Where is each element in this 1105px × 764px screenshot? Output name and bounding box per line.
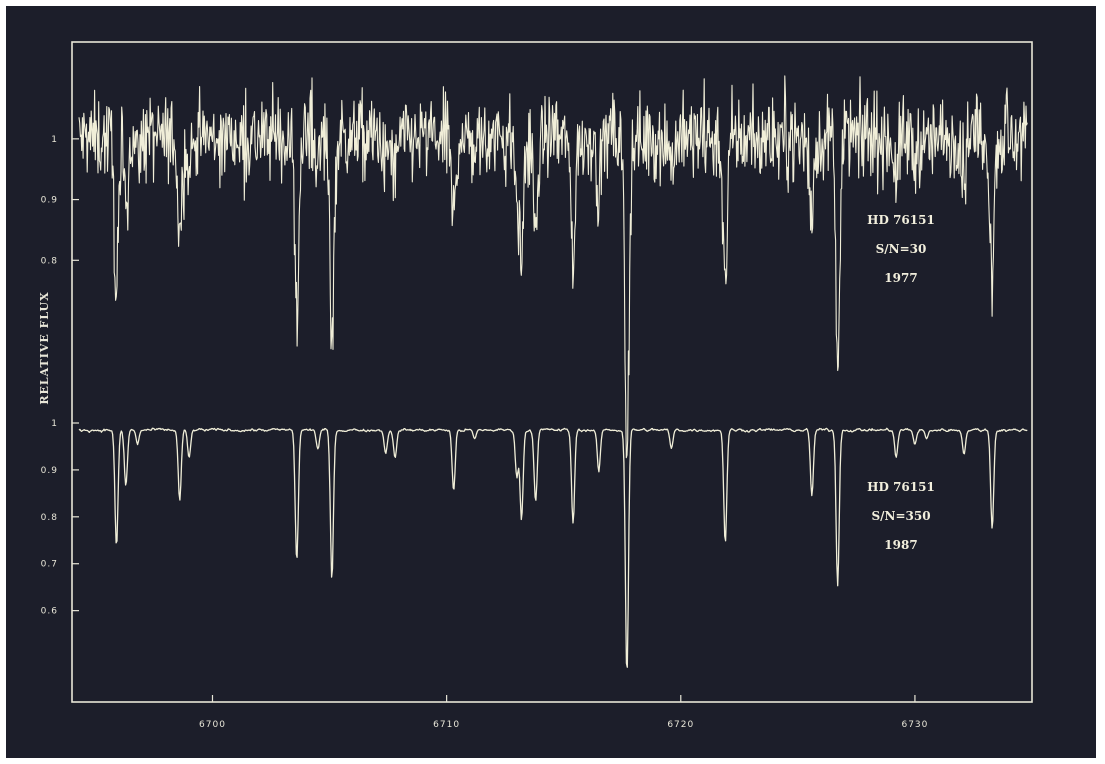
y-tick-label-lower: 0.8 — [41, 513, 58, 523]
spectra-group — [78, 75, 1028, 668]
y-tick-label-lower: 1 — [51, 419, 58, 429]
y-axis-ticks: 1 0.9 0.8 1 0.9 0.8 0.7 0.6 — [41, 135, 79, 617]
spectrum-figure: 6700 6710 6720 6730 1 0.9 0.8 1 0.9 0.8 0.7 0.6 RE… — [6, 6, 1096, 758]
annotation-upper-0: HD 76151 — [867, 213, 935, 227]
x-tick-label: 6710 — [433, 720, 460, 730]
y-tick-label-lower: 0.7 — [41, 560, 58, 570]
annotation-upper-2: 1977 — [884, 271, 917, 285]
spectrum-plot: 6700 6710 6720 6730 1 0.9 0.8 1 0.9 0.8 0.7 0.6 RE… — [38, 41, 1033, 730]
x-axis-ticks: 6700 6710 6720 6730 — [199, 695, 928, 730]
x-tick-label: 6730 — [901, 720, 928, 730]
annotation-lower-1: S/N=350 — [871, 509, 930, 523]
annotation-lower-2: 1987 — [884, 538, 917, 552]
y-tick-label-lower: 0.9 — [41, 466, 58, 476]
y-tick-label-lower: 0.6 — [41, 607, 58, 617]
spectrum-line-upper — [78, 75, 1028, 459]
y-tick-label-upper: 0.9 — [41, 196, 58, 206]
y-axis-label: RELATIVE FLUX — [38, 291, 51, 404]
annotation-upper-1: S/N=30 — [876, 242, 927, 256]
plot-frame — [71, 41, 1033, 703]
annotations-group: HD 76151 S/N=30 1977 HD 76151 S/N=350 1987 — [867, 213, 935, 552]
x-tick-label: 6720 — [667, 720, 694, 730]
y-tick-label-upper: 0.8 — [41, 256, 58, 266]
annotation-lower-0: HD 76151 — [867, 480, 935, 494]
y-tick-label-upper: 1 — [51, 135, 58, 145]
x-tick-label: 6700 — [199, 720, 226, 730]
spectrum-line-lower — [78, 427, 1028, 668]
